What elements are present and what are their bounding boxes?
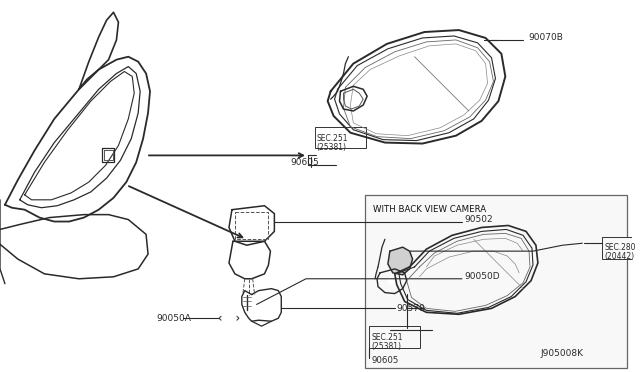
Text: 90050D: 90050D	[464, 272, 499, 281]
Text: (25381): (25381)	[371, 342, 401, 352]
Circle shape	[234, 234, 240, 240]
Bar	[602, 237, 640, 259]
Circle shape	[490, 33, 504, 47]
Circle shape	[225, 314, 233, 322]
Circle shape	[234, 212, 240, 218]
Circle shape	[262, 234, 268, 240]
Text: 90605: 90605	[371, 356, 399, 365]
Circle shape	[257, 252, 264, 258]
Text: (25381): (25381)	[317, 143, 347, 152]
Text: SEC.280: SEC.280	[604, 243, 636, 252]
Text: SEC.251: SEC.251	[317, 134, 348, 143]
Polygon shape	[388, 247, 413, 275]
Circle shape	[387, 277, 394, 284]
Bar	[365, 195, 627, 368]
Text: (20442): (20442)	[604, 251, 634, 260]
Circle shape	[353, 95, 361, 103]
Text: WITH BACK VIEW CAMERA: WITH BACK VIEW CAMERA	[373, 205, 486, 214]
Circle shape	[257, 323, 266, 333]
Text: J905008K: J905008K	[541, 349, 584, 358]
Text: 90050A: 90050A	[156, 314, 191, 323]
Circle shape	[221, 310, 237, 326]
Text: 90570: 90570	[397, 304, 426, 313]
Text: SEC.251: SEC.251	[371, 333, 403, 343]
Circle shape	[239, 252, 244, 258]
Circle shape	[493, 36, 501, 44]
Bar	[369, 326, 420, 348]
Bar	[315, 127, 366, 148]
Text: 90070B: 90070B	[528, 33, 563, 42]
Circle shape	[248, 270, 253, 276]
Circle shape	[262, 212, 268, 218]
Text: 90502: 90502	[464, 215, 493, 224]
Text: 90605: 90605	[290, 158, 319, 167]
Circle shape	[242, 308, 252, 318]
